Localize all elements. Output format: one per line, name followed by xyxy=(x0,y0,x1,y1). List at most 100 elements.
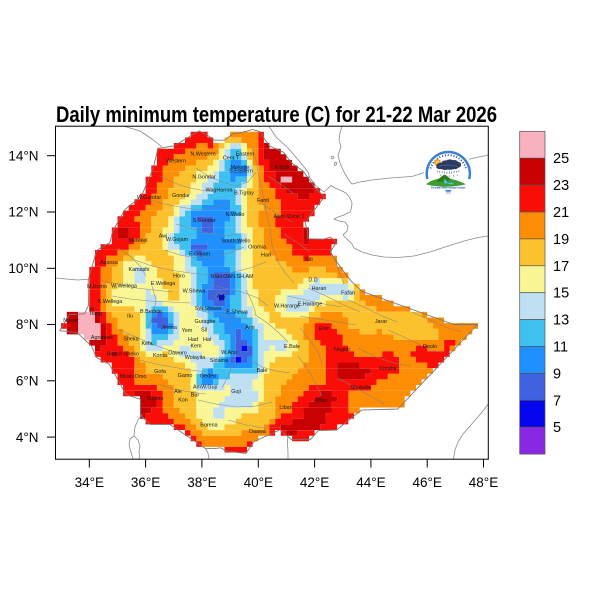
svg-text:Erer: Erer xyxy=(319,326,329,332)
svg-text:Wolayita: Wolayita xyxy=(185,355,206,361)
svg-text:AmW.Guji: AmW.Guji xyxy=(193,385,217,391)
svg-text:Ilu: Ilu xyxy=(127,314,133,320)
svg-text:Metekel: Metekel xyxy=(129,238,148,244)
svg-text:Eastern: Eastern xyxy=(236,152,255,158)
svg-text:W.Shewa: W.Shewa xyxy=(183,289,206,295)
svg-text:Horo: Horo xyxy=(173,274,185,280)
svg-text:Kefa: Kefa xyxy=(141,341,152,347)
svg-text:44°E: 44°E xyxy=(356,475,385,490)
svg-text:Gamo: Gamo xyxy=(178,373,193,379)
svg-text:Jimma: Jimma xyxy=(161,325,177,331)
svg-text:W.Hararge: W.Hararge xyxy=(274,304,300,310)
svg-text:12°N: 12°N xyxy=(8,205,38,220)
svg-text:Ale: Ale xyxy=(174,389,182,395)
svg-text:Yem: Yem xyxy=(182,328,193,334)
svg-text:Western: Western xyxy=(166,159,186,165)
svg-text:34°E: 34°E xyxy=(75,475,104,490)
svg-text:E.Wellega: E.Wellega xyxy=(151,281,175,287)
svg-text:5: 5 xyxy=(553,420,561,436)
svg-text:Kamashi: Kamashi xyxy=(129,267,150,273)
svg-text:Itang: Itang xyxy=(90,311,102,317)
svg-text:A A: A A xyxy=(217,294,225,300)
svg-text:W.Wellega: W.Wellega xyxy=(111,284,137,290)
svg-text:Sidama: Sidama xyxy=(210,358,228,364)
svg-text:Daily minimum temperature (C): Daily minimum temperature (C) for 21-22 … xyxy=(56,102,497,127)
svg-text:Awi: Awi xyxy=(159,234,168,240)
svg-text:S.Eastern: S.Eastern xyxy=(229,169,253,175)
svg-text:48°E: 48°E xyxy=(469,475,498,490)
svg-text:Gondar: Gondar xyxy=(172,193,190,199)
svg-text:11: 11 xyxy=(553,340,568,356)
svg-text:B.Bedele: B.Bedele xyxy=(140,309,162,315)
svg-text:Konta: Konta xyxy=(153,353,167,359)
svg-text:Fanti: Fanti xyxy=(257,198,269,204)
svg-text:Oromia: Oromia xyxy=(248,245,266,251)
svg-text:D.D: D.D xyxy=(308,278,317,284)
svg-text:13: 13 xyxy=(553,313,569,329)
svg-text:14°N: 14°N xyxy=(8,148,38,163)
svg-text:WagHamra: WagHamra xyxy=(205,188,232,194)
svg-text:Fafan: Fafan xyxy=(341,291,355,297)
svg-text:Harari: Harari xyxy=(312,286,327,292)
svg-text:Kilbati: Kilbati xyxy=(275,165,290,171)
svg-text:38°E: 38°E xyxy=(187,475,216,490)
svg-text:E.Gojam: E.Gojam xyxy=(189,252,210,258)
svg-text:W.Gojam: W.Gojam xyxy=(166,237,189,243)
svg-text:B.Tigray: B.Tigray xyxy=(234,191,254,197)
svg-text:36°E: 36°E xyxy=(131,475,160,490)
svg-text:Mekelle: Mekelle xyxy=(231,165,250,171)
svg-text:Agnewak: Agnewak xyxy=(91,335,113,341)
svg-text:Bale: Bale xyxy=(257,368,268,374)
svg-text:K.Wellega: K.Wellega xyxy=(98,299,122,305)
svg-text:W.Gondar: W.Gondar xyxy=(137,195,161,201)
svg-text:Afder: Afder xyxy=(315,398,328,404)
svg-text:Siti: Siti xyxy=(305,257,313,263)
svg-text:Gofa: Gofa xyxy=(154,369,166,375)
svg-text:Sheka: Sheka xyxy=(123,337,138,343)
svg-text:46°E: 46°E xyxy=(412,475,441,490)
svg-text:Guraghe: Guraghe xyxy=(195,319,216,325)
svg-text:Hari: Hari xyxy=(261,253,271,259)
svg-text:Shabelle: Shabelle xyxy=(351,385,372,391)
svg-text:Jarar: Jarar xyxy=(375,319,387,325)
svg-text:Gedeo: Gedeo xyxy=(200,374,216,380)
svg-text:Doolo: Doolo xyxy=(423,344,437,350)
svg-text:Arsi: Arsi xyxy=(245,325,254,331)
svg-text:N.Wello: N.Wello xyxy=(226,212,245,218)
svg-text:SW.Shewa: SW.Shewa xyxy=(195,306,221,312)
svg-text:S.Omo: S.Omo xyxy=(147,396,164,402)
svg-text:E.Shewa: E.Shewa xyxy=(226,310,248,316)
svg-text:17: 17 xyxy=(553,259,569,275)
svg-text:Cent.T: Cent.T xyxy=(223,156,240,162)
svg-text:Mirab Omo: Mirab Omo xyxy=(120,374,147,380)
svg-text:Bur: Bur xyxy=(191,393,200,399)
svg-text:7: 7 xyxy=(553,393,561,409)
svg-text:South Wello: South Wello xyxy=(222,239,251,245)
svg-text:40°E: 40°E xyxy=(244,475,273,490)
svg-text:W.Arsi: W.Arsi xyxy=(221,350,237,356)
svg-text:8°N: 8°N xyxy=(16,317,39,332)
svg-text:Liban: Liban xyxy=(279,405,292,411)
svg-text:Nogob: Nogob xyxy=(334,347,350,353)
svg-text:10°N: 10°N xyxy=(8,261,38,276)
svg-text:Daawa: Daawa xyxy=(249,429,266,435)
svg-text:Awsi /Zone 1: Awsi /Zone 1 xyxy=(273,214,304,220)
svg-text:Dawuro: Dawuro xyxy=(168,351,187,357)
svg-text:4°N: 4°N xyxy=(16,430,39,445)
svg-text:Had: Had xyxy=(188,337,198,343)
svg-text:23: 23 xyxy=(553,178,569,194)
svg-text:S.Gondar: S.Gondar xyxy=(192,218,215,224)
svg-text:Kem: Kem xyxy=(190,344,202,350)
svg-text:Borena: Borena xyxy=(200,423,217,429)
svg-text:N.Gondar: N.Gondar xyxy=(192,175,216,181)
svg-text:NSH.OAN.SH.AM: NSH.OAN.SH.AM xyxy=(210,274,254,280)
svg-text:15: 15 xyxy=(553,286,569,302)
svg-text:Bench Sheko: Bench Sheko xyxy=(107,352,139,358)
svg-text:Guji: Guji xyxy=(231,389,241,395)
svg-text:E.Bale: E.Bale xyxy=(284,344,300,350)
svg-text:9: 9 xyxy=(553,366,561,382)
svg-text:Sil: Sil xyxy=(201,328,207,334)
svg-text:Ethiopian Meteorology Institut: Ethiopian Meteorology Institute xyxy=(431,187,466,190)
svg-text:Hal: Hal xyxy=(203,337,211,343)
svg-text:N.Western: N.Western xyxy=(190,152,215,158)
